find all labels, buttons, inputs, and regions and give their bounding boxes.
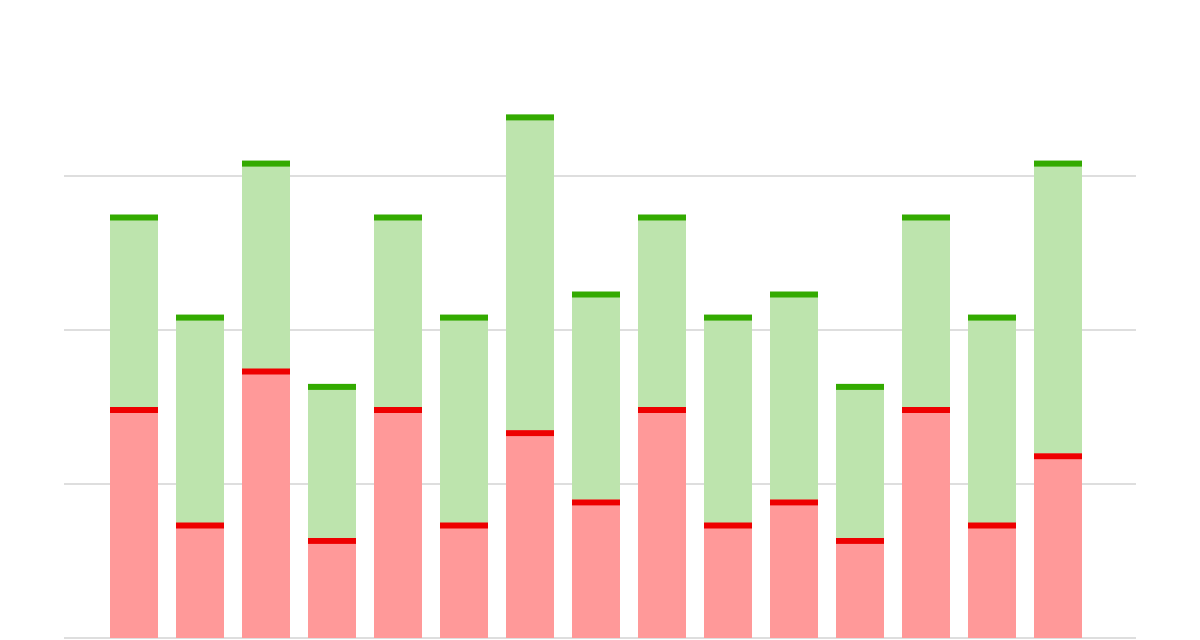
bar-segment <box>902 407 950 638</box>
bar-segment <box>704 522 752 638</box>
bar-segment <box>506 114 554 431</box>
bar-segment <box>770 291 818 500</box>
bar-segment <box>176 314 224 523</box>
bar-segment <box>440 522 488 638</box>
bar-segment <box>242 368 290 638</box>
segment-cap <box>440 522 488 529</box>
segment-cap <box>374 214 422 221</box>
bar-segment <box>176 522 224 638</box>
segment-cap <box>968 522 1016 529</box>
bar-segment <box>440 314 488 523</box>
bar-segment <box>308 383 356 538</box>
bar-segment <box>110 214 158 407</box>
segment-cap <box>1034 160 1082 167</box>
bar-segment <box>506 430 554 638</box>
segment-cap <box>638 407 686 413</box>
segment-cap <box>836 383 884 390</box>
bar-segment <box>572 499 620 638</box>
segment-cap <box>902 407 950 413</box>
bar-segment <box>1034 453 1082 638</box>
bar-segment <box>572 291 620 500</box>
segment-cap <box>572 499 620 506</box>
segment-cap <box>1034 453 1082 460</box>
bar-segment <box>638 407 686 638</box>
segment-cap <box>770 291 818 298</box>
bar-segment <box>770 499 818 638</box>
segment-cap <box>506 430 554 437</box>
segment-cap <box>176 522 224 529</box>
segment-cap <box>704 522 752 529</box>
bar-segment <box>374 214 422 407</box>
bar-segment <box>902 214 950 407</box>
segment-cap <box>638 214 686 221</box>
segment-cap <box>242 368 290 375</box>
segment-cap <box>572 291 620 298</box>
bar-segment <box>704 314 752 523</box>
bar-segment <box>968 314 1016 523</box>
segment-cap <box>836 537 884 544</box>
segment-cap <box>110 407 158 413</box>
segment-cap <box>968 314 1016 321</box>
segment-cap <box>770 499 818 506</box>
bar-segment <box>374 407 422 638</box>
segment-cap <box>440 314 488 321</box>
segment-cap <box>242 160 290 167</box>
segment-cap <box>176 314 224 321</box>
segment-cap <box>704 314 752 321</box>
bar-segment <box>308 537 356 638</box>
bar-segment <box>110 407 158 638</box>
segment-cap <box>308 537 356 544</box>
segment-cap <box>308 383 356 390</box>
segment-cap <box>506 114 554 121</box>
segment-cap <box>110 214 158 221</box>
bar-segment <box>242 160 290 369</box>
bar-segment <box>836 537 884 638</box>
bar-segment <box>968 522 1016 638</box>
bar-segment <box>638 214 686 407</box>
bar-segment <box>836 383 884 538</box>
bar-segment <box>1034 160 1082 454</box>
segment-cap <box>374 407 422 413</box>
segment-cap <box>902 214 950 221</box>
